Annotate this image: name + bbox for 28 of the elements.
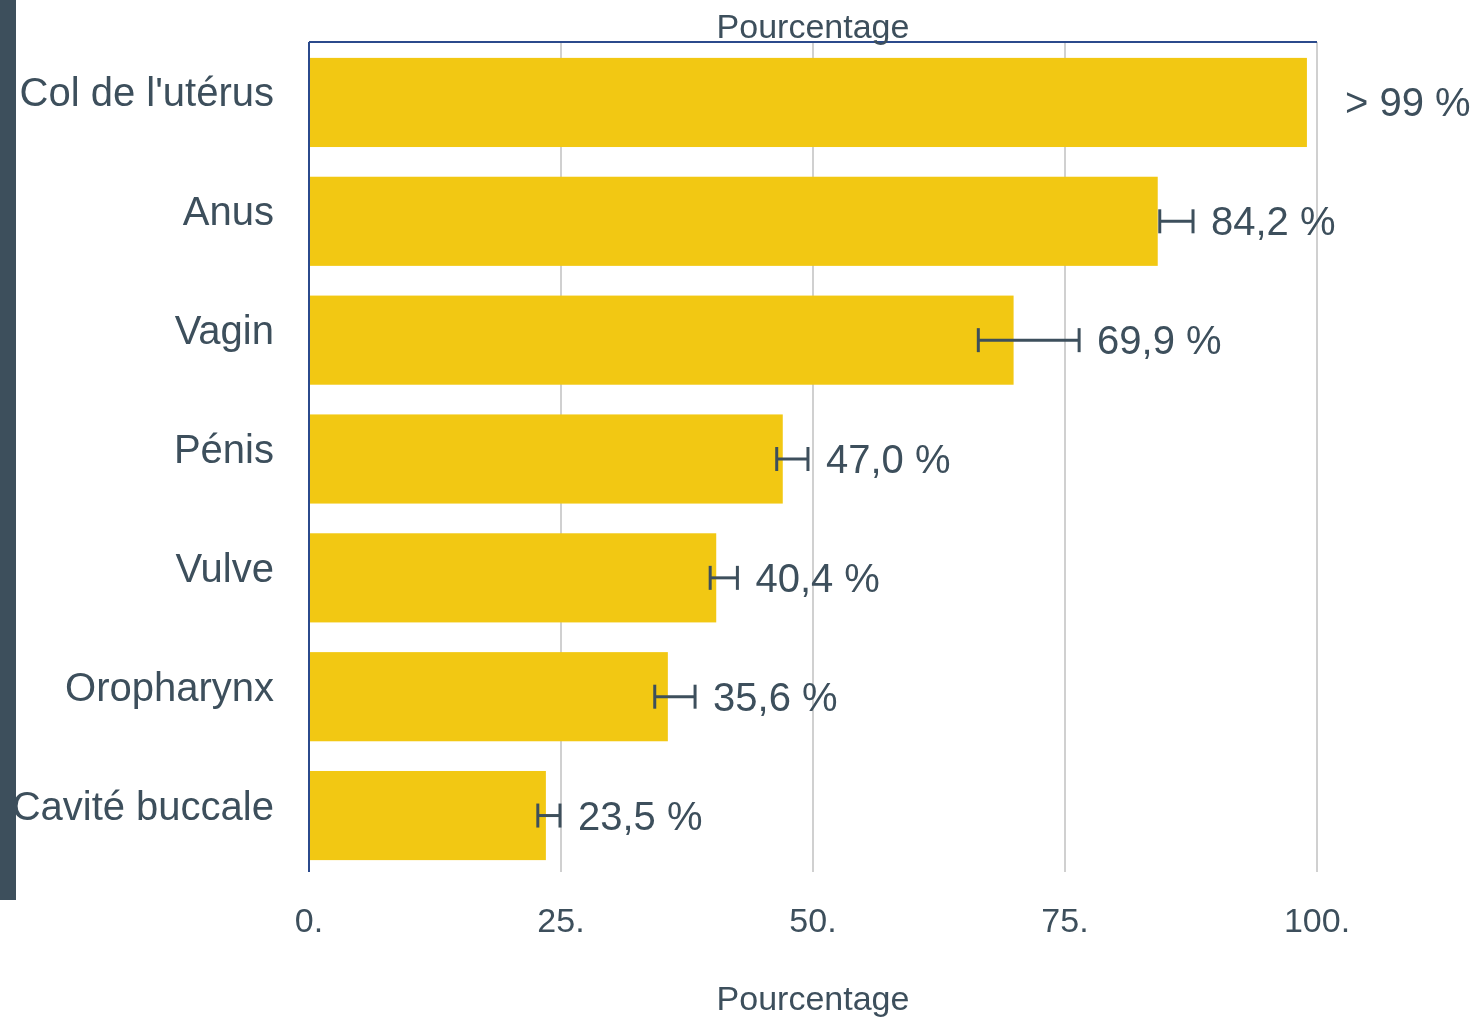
bar	[309, 770, 546, 861]
x-tick-label: 0.	[294, 901, 324, 939]
data-label: > 99 %	[1344, 80, 1471, 125]
y-tick-label: Pénis	[173, 427, 274, 471]
y-tick-label: Anus	[182, 189, 274, 234]
x-tick-label: 50.	[789, 901, 837, 939]
data-label: 35,6 %	[713, 674, 838, 719]
data-label: 23,5 %	[577, 793, 703, 838]
bar	[309, 533, 717, 623]
y-tick-label: Col de l'utérus	[19, 70, 274, 115]
x-axis-title: Pourcentage	[716, 979, 910, 1017]
bar	[309, 414, 783, 504]
data-label: 47,0 %	[825, 437, 951, 481]
x-tick-label: 25.	[537, 901, 585, 939]
bar	[309, 295, 1014, 385]
x-tick-label: 100.	[1283, 901, 1351, 939]
x-tick-label: 75.	[1041, 901, 1089, 939]
data-label: 40,4 %	[755, 555, 880, 600]
y-tick-label: Vagin	[174, 308, 274, 353]
data-label: 84,2 %	[1211, 199, 1336, 244]
bar	[309, 57, 1307, 148]
y-tick-label: Vulve	[175, 545, 274, 590]
bar	[309, 176, 1158, 266]
data-label: 69,9 %	[1097, 318, 1222, 363]
x2-axis-title: Pourcentage	[716, 7, 910, 45]
y-tick-label: Oropharynx	[65, 664, 274, 709]
y-tick-label: Cavité buccale	[11, 783, 274, 828]
bar	[309, 652, 668, 742]
